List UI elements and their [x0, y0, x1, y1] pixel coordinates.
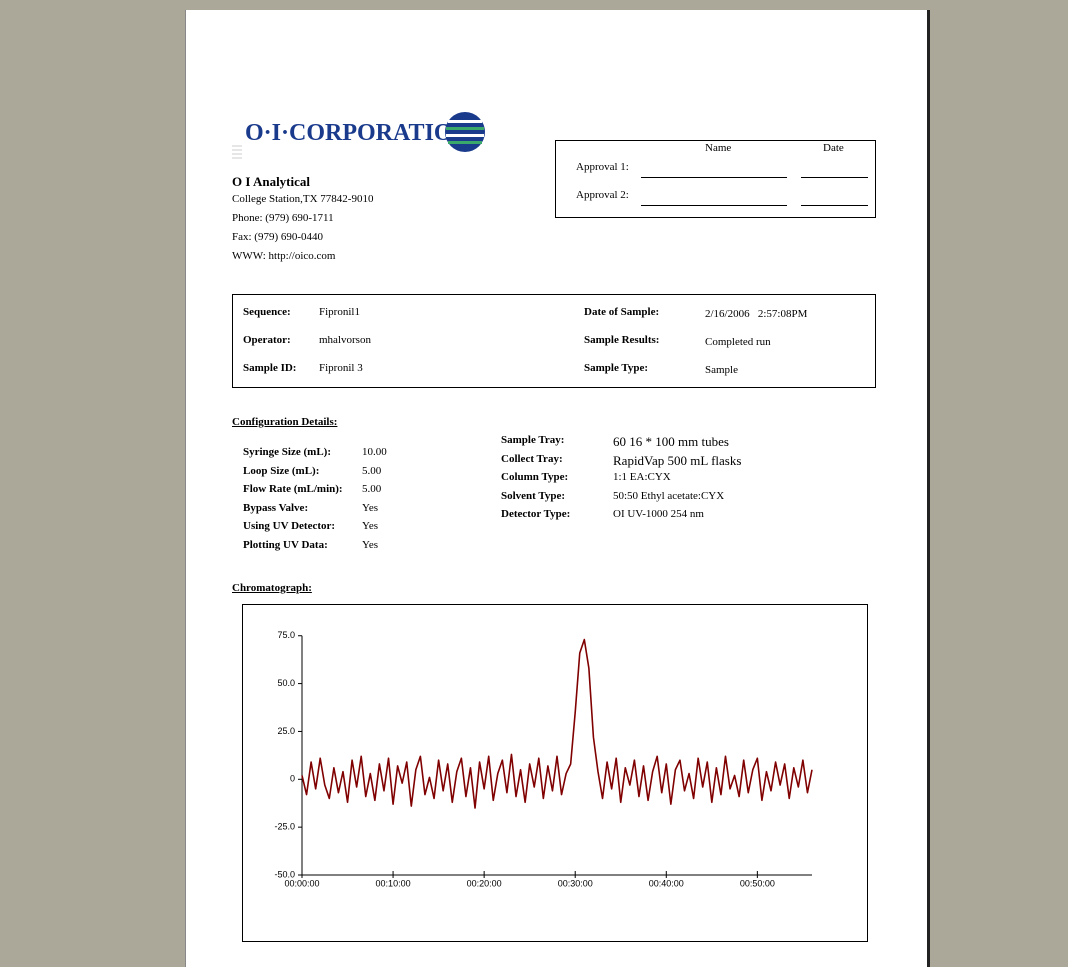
y-tick-label: -50.0	[274, 869, 295, 879]
field-label: Sequence:	[243, 306, 291, 318]
config-value: Yes	[362, 501, 379, 514]
section-title: Configuration Details:	[232, 416, 338, 428]
x-tick-label: 00:20:00	[467, 878, 502, 888]
approval-column: Date	[823, 142, 844, 154]
section-title: Chromatograph:	[232, 582, 312, 594]
config-label: Loop Size (mL):	[243, 464, 320, 477]
field-value: Fipronil 3	[319, 362, 363, 374]
config-value: 50:50 Ethyl acetate:CYX	[613, 489, 725, 502]
config-value: RapidVap 500 mL flasks	[613, 452, 742, 468]
company: O I Analytical	[232, 174, 311, 189]
sample-info-box	[232, 294, 876, 388]
config-label: Solvent Type:	[501, 489, 566, 502]
approval-column: Name	[705, 142, 732, 154]
field-value: Fipronil1	[319, 306, 360, 318]
config-label: Syringe Size (mL):	[243, 446, 331, 458]
field-value: Sample	[705, 364, 738, 376]
logo-fade	[232, 145, 242, 159]
date-line	[801, 205, 868, 206]
signature-line	[641, 177, 787, 178]
config-value: 60 16 * 100 mm tubes	[613, 434, 729, 449]
config-value: 10.00	[362, 446, 387, 458]
address: College Station,TX 77842-9010	[232, 193, 374, 205]
y-tick-label: 50.0	[277, 678, 295, 688]
y-tick-label: -25.0	[274, 822, 295, 832]
web: WWW: http://oico.com	[232, 250, 336, 262]
approval-row: Approval 2:	[576, 189, 629, 201]
approval-box	[555, 140, 876, 218]
field-value: Completed run	[705, 336, 771, 348]
config-label: Bypass Valve:	[243, 501, 309, 514]
config-label: Flow Rate (mL/min):	[243, 483, 343, 495]
trace	[301, 638, 813, 809]
config-label: Detector Type:	[501, 508, 571, 520]
fax: Fax: (979) 690-0440	[232, 231, 324, 243]
signature-line	[641, 205, 787, 206]
logo: O·I·CORPORATION	[232, 112, 485, 159]
config-value: 5.00	[362, 483, 382, 495]
field-label: Date of Sample:	[584, 306, 660, 318]
chart: -50.0 -25.0 0 25.0 50.0 75.0 00:00:00 00:10:00 0…	[242, 604, 868, 942]
y-tick-label: 25.0	[277, 726, 295, 736]
field-label: Sample Type:	[584, 362, 649, 374]
x-tick-label: 00:50:00	[740, 878, 775, 888]
config-value: OI UV-1000 254 nm	[613, 508, 704, 520]
config-label: Plotting UV Data:	[243, 538, 328, 551]
logo-text: O·I·CORPORATION	[245, 120, 471, 146]
x-tick-label: 00:00:00	[284, 878, 319, 888]
y-tick-label: 0	[290, 774, 295, 784]
config-value: Yes	[362, 520, 379, 532]
date-line	[801, 177, 868, 178]
config-label: Using UV Detector:	[243, 520, 336, 532]
y-tick-label: 75.0	[277, 630, 295, 640]
phone: Phone: (979) 690-1711	[232, 212, 334, 224]
config-value: Yes	[362, 538, 379, 551]
x-tick-label: 00:40:00	[649, 878, 684, 888]
x-tick-label: 00:30:00	[558, 878, 593, 888]
config-label: Sample Tray:	[501, 434, 565, 446]
config-value: 5.00	[362, 464, 382, 477]
config-label: Column Type:	[501, 471, 569, 483]
field-label: Sample Results:	[584, 334, 660, 346]
config-label: Collect Tray:	[501, 452, 563, 465]
field-label: Operator:	[243, 334, 291, 346]
logo-emblem	[445, 112, 485, 152]
field-label: Sample ID:	[243, 362, 297, 374]
config-value: 1:1 EA:CYX	[613, 471, 671, 483]
field-value: mhalvorson	[319, 334, 371, 346]
field-value: 2/16/2006 2:57:08PM	[705, 308, 808, 320]
approval-row: Approval 1:	[576, 161, 629, 173]
x-tick-label: 00:10:00	[376, 878, 411, 888]
